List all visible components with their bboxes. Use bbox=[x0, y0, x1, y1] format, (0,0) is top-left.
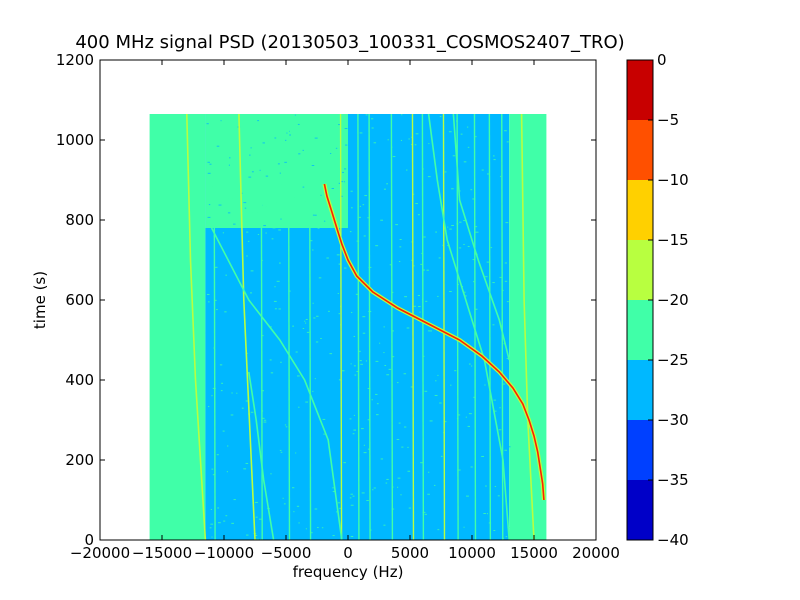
colorbar-band bbox=[627, 480, 653, 540]
y-tick-label: 1000 bbox=[56, 131, 94, 149]
colorbar-band bbox=[627, 180, 653, 240]
y-tick-label: 800 bbox=[65, 211, 94, 229]
secondary-trace-0 bbox=[186, 113, 207, 540]
colorbar-tick-label: −30 bbox=[657, 411, 689, 429]
y-axis: 0 200 400 600 800 1000 1200 bbox=[56, 51, 596, 549]
doppler-trace bbox=[323, 183, 545, 501]
vertical-signal-line-15 bbox=[501, 113, 504, 540]
heatmap-region-0 bbox=[149, 114, 206, 540]
vertical-signal-line-8 bbox=[390, 113, 394, 540]
colorbar-band bbox=[627, 360, 653, 420]
y-tick-label: 400 bbox=[65, 371, 94, 389]
colorbar: −40 −35 −30 −25 −20 −15 −10 −5 0 bbox=[626, 51, 689, 549]
plot-area bbox=[99, 59, 597, 541]
colorbar-band bbox=[627, 300, 653, 360]
vertical-signal-line-1 bbox=[213, 113, 216, 540]
colorbar-tick-label: −25 bbox=[657, 351, 689, 369]
vertical-signal-line-12 bbox=[456, 113, 459, 540]
vertical-signal-line-4 bbox=[308, 113, 312, 540]
x-tick-label: −5000 bbox=[261, 544, 312, 562]
vertical-signal-line-11 bbox=[442, 113, 446, 540]
vertical-signal-line-2 bbox=[260, 113, 263, 540]
colorbar-tick-label: −20 bbox=[657, 291, 689, 309]
x-tick-label: 15000 bbox=[510, 544, 558, 562]
colorbar-tick-label: −15 bbox=[657, 231, 689, 249]
colorbar-tick-label: −10 bbox=[657, 171, 689, 189]
x-tick-label: 0 bbox=[343, 544, 353, 562]
chart-title: 400 MHz signal PSD (20130503_100331_COSM… bbox=[75, 32, 624, 53]
vertical-signal-line-14 bbox=[488, 113, 492, 540]
colorbar-tick-label: −40 bbox=[657, 531, 689, 549]
secondary-trace-5 bbox=[452, 113, 510, 361]
vertical-signal-line-5 bbox=[339, 113, 343, 540]
y-tick-label: 0 bbox=[84, 531, 94, 549]
secondary-trace-2 bbox=[520, 113, 535, 540]
x-tick-label: 5000 bbox=[391, 544, 429, 562]
colorbar-tick-label: −5 bbox=[657, 111, 679, 129]
colorbar-band bbox=[627, 420, 653, 480]
vertical-signal-line-0 bbox=[173, 113, 177, 540]
x-axis-label: frequency (Hz) bbox=[293, 563, 404, 581]
heatmap-region-3 bbox=[205, 114, 348, 228]
vertical-signal-line-10 bbox=[421, 113, 425, 540]
y-tick-label: 600 bbox=[65, 291, 94, 309]
secondary-trace-3 bbox=[210, 227, 343, 540]
colorbar-band bbox=[627, 240, 653, 300]
x-tick-label: −20000 bbox=[70, 544, 130, 562]
x-tick-label: −15000 bbox=[132, 544, 192, 562]
x-tick-label: 10000 bbox=[448, 544, 496, 562]
vertical-signal-line-9 bbox=[411, 113, 415, 540]
x-axis: −20000 −15000 −10000 −5000 0 5000 10000 15000 20… bbox=[70, 60, 620, 562]
secondary-trace-6 bbox=[248, 371, 275, 540]
x-tick-label: −10000 bbox=[194, 544, 254, 562]
x-tick-label: 20000 bbox=[572, 544, 620, 562]
secondary-trace-1 bbox=[238, 113, 256, 540]
colorbar-band bbox=[627, 60, 653, 120]
y-tick-label: 200 bbox=[65, 451, 94, 469]
y-tick-label: 1200 bbox=[56, 51, 94, 69]
colorbar-tick-label: 0 bbox=[657, 51, 667, 69]
vertical-signal-line-7 bbox=[368, 113, 371, 540]
vertical-signal-line-3 bbox=[287, 113, 291, 540]
vertical-signal-line-6 bbox=[357, 113, 360, 540]
y-axis-label: time (s) bbox=[31, 271, 49, 329]
colorbar-tick-label: −35 bbox=[657, 471, 689, 489]
colorbar-band bbox=[627, 120, 653, 180]
spectrogram-heatmap bbox=[149, 113, 547, 540]
secondary-trace-4 bbox=[427, 113, 510, 540]
